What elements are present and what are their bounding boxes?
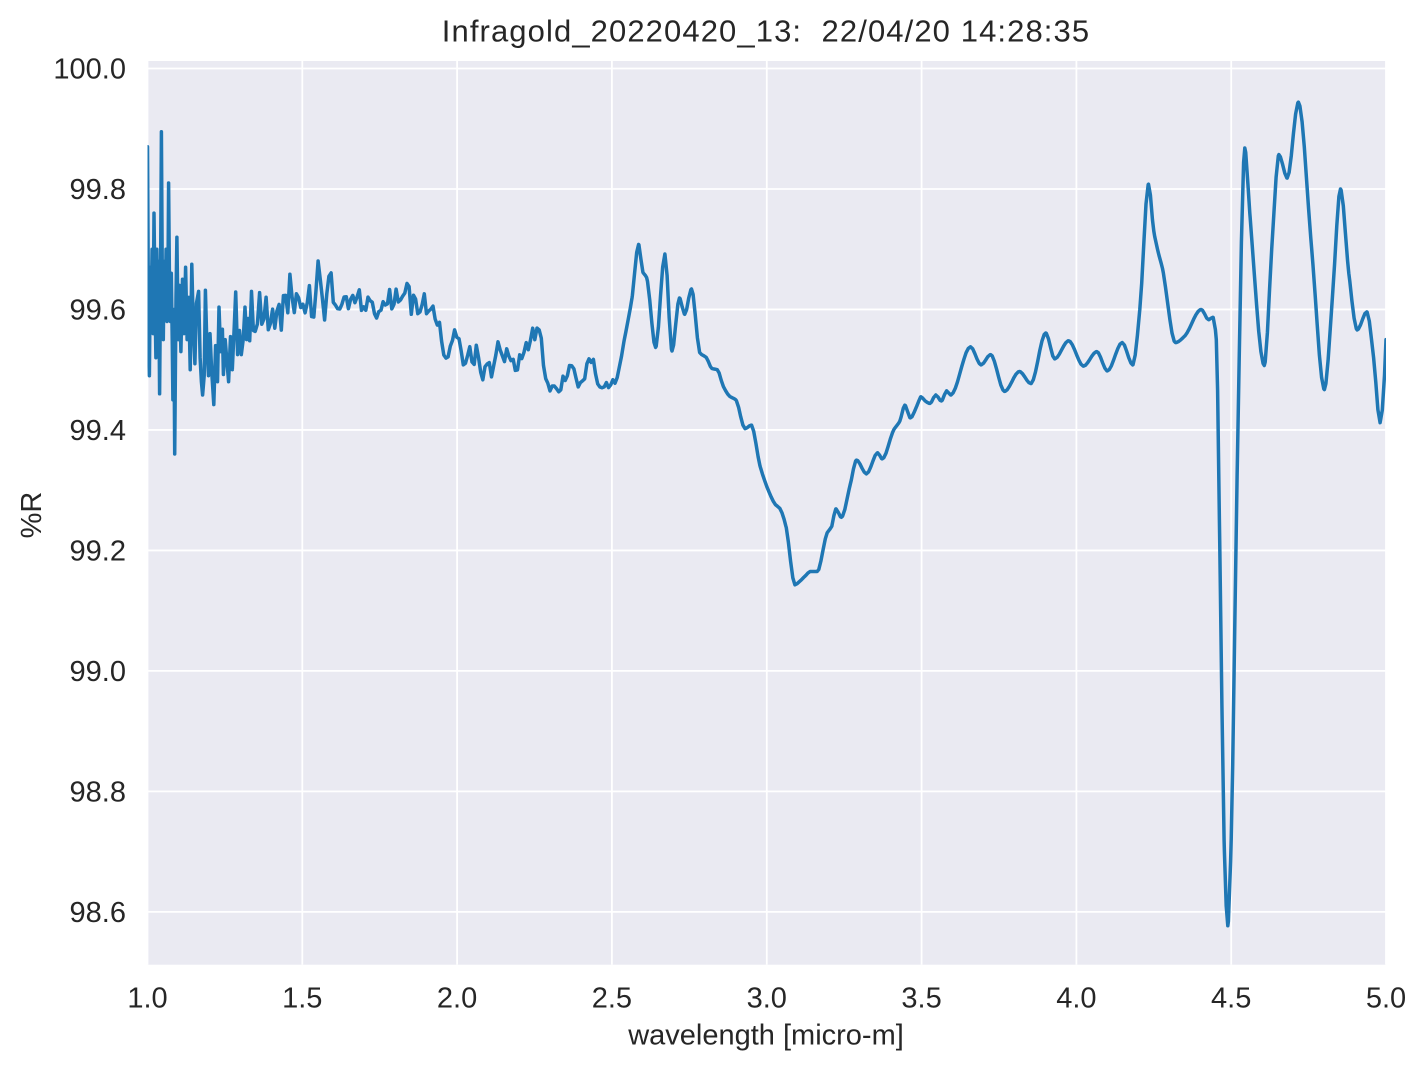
- svg-text:2.0: 2.0: [437, 983, 477, 1015]
- svg-text:%R: %R: [16, 492, 48, 539]
- svg-text:3.0: 3.0: [747, 983, 787, 1015]
- svg-text:100.0: 100.0: [53, 54, 126, 86]
- svg-text:1.0: 1.0: [127, 983, 167, 1015]
- svg-text:wavelength [micro-m]: wavelength [micro-m]: [627, 1020, 904, 1052]
- svg-text:4.5: 4.5: [1211, 983, 1251, 1015]
- svg-text:99.0: 99.0: [70, 656, 126, 688]
- svg-text:99.8: 99.8: [70, 174, 126, 206]
- svg-text:4.0: 4.0: [1056, 983, 1096, 1015]
- svg-text:99.2: 99.2: [70, 536, 126, 568]
- svg-text:3.5: 3.5: [901, 983, 941, 1015]
- svg-text:98.6: 98.6: [70, 897, 126, 929]
- svg-text:1.5: 1.5: [282, 983, 322, 1015]
- svg-text:99.4: 99.4: [70, 415, 126, 447]
- svg-text:Infragold_20220420_13: 22/04/: Infragold_20220420_13: 22/04/20 14:28:35: [442, 14, 1090, 49]
- svg-text:2.5: 2.5: [592, 983, 632, 1015]
- svg-text:98.8: 98.8: [70, 777, 126, 809]
- svg-text:99.6: 99.6: [70, 295, 126, 327]
- svg-text:5.0: 5.0: [1366, 983, 1406, 1015]
